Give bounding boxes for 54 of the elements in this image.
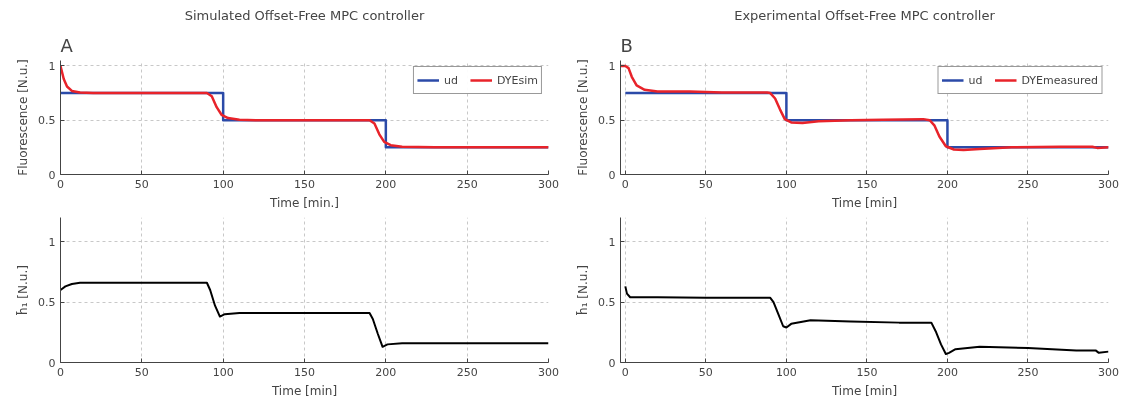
x-tick-label: 200 [936, 365, 958, 379]
x-tick-label: 100 [775, 177, 797, 191]
y-tick-label: 0.5 [38, 296, 56, 310]
y-tick-label: 0 [608, 168, 616, 182]
x-tick-label: 50 [698, 177, 713, 191]
legend-label: ud [968, 73, 984, 87]
y-tick-label: 0.5 [598, 296, 616, 310]
x-tick-label: 100 [212, 365, 234, 379]
y-tick-label: 1 [48, 235, 56, 249]
x-axis-title: Time [min] [830, 195, 898, 210]
x-tick-label: 300 [1098, 365, 1119, 379]
x-tick-label: 100 [212, 177, 234, 191]
x-tick-label: 0 [621, 365, 629, 379]
y-tick-label: 0 [608, 356, 616, 370]
x-tick-label: 150 [294, 365, 315, 379]
x-tick-label: 50 [134, 365, 149, 379]
x-tick-label: 250 [456, 177, 478, 191]
legend-label: DYEmeasured [1021, 73, 1098, 87]
y-tick-label: 1 [48, 59, 56, 73]
x-tick-label: 50 [134, 177, 149, 191]
y-tick-label: 1 [608, 59, 616, 73]
chart-title: Experimental Offset-Free MPC controller [734, 7, 996, 23]
x-axis-title: Time [min] [270, 383, 338, 398]
legend-label: ud [443, 73, 459, 87]
y-axis-title: h̄₁ [N.u.] [575, 265, 591, 316]
x-tick-label: 0 [621, 177, 629, 191]
text: A [60, 34, 74, 56]
x-tick-label: 100 [775, 365, 797, 379]
x-tick-label: 300 [538, 365, 559, 379]
chart-title: Simulated Offset-Free MPC controller [184, 7, 425, 23]
y-tick-label: 1 [608, 235, 616, 249]
y-tick-label: 0.5 [38, 114, 56, 128]
text: B [620, 34, 633, 56]
x-tick-label: 200 [375, 365, 397, 379]
y-axis-title: Fluorescence [N.u.] [16, 59, 31, 176]
x-tick-label: 200 [375, 177, 397, 191]
legend-label: DYEsim [496, 73, 538, 87]
x-tick-label: 150 [856, 365, 878, 379]
x-axis-title: Time [min.] [269, 195, 340, 210]
y-axis-title: Fluorescence [N.u.] [576, 59, 591, 176]
x-tick-label: 150 [856, 177, 878, 191]
y-tick-label: 0 [48, 168, 56, 182]
x-axis-title: Time [min] [830, 383, 898, 398]
x-tick-label: 300 [1098, 177, 1119, 191]
x-tick-label: 300 [538, 177, 559, 191]
x-tick-label: 150 [294, 177, 315, 191]
x-tick-label: 250 [456, 365, 478, 379]
x-tick-label: 250 [1017, 177, 1039, 191]
y-axis-title: h̄₁ [N.u.] [15, 265, 31, 316]
x-tick-label: 50 [698, 365, 713, 379]
y-tick-label: 0 [48, 356, 56, 370]
x-tick-label: 250 [1017, 365, 1039, 379]
y-tick-label: 0.5 [598, 114, 616, 128]
x-tick-label: 200 [936, 177, 958, 191]
